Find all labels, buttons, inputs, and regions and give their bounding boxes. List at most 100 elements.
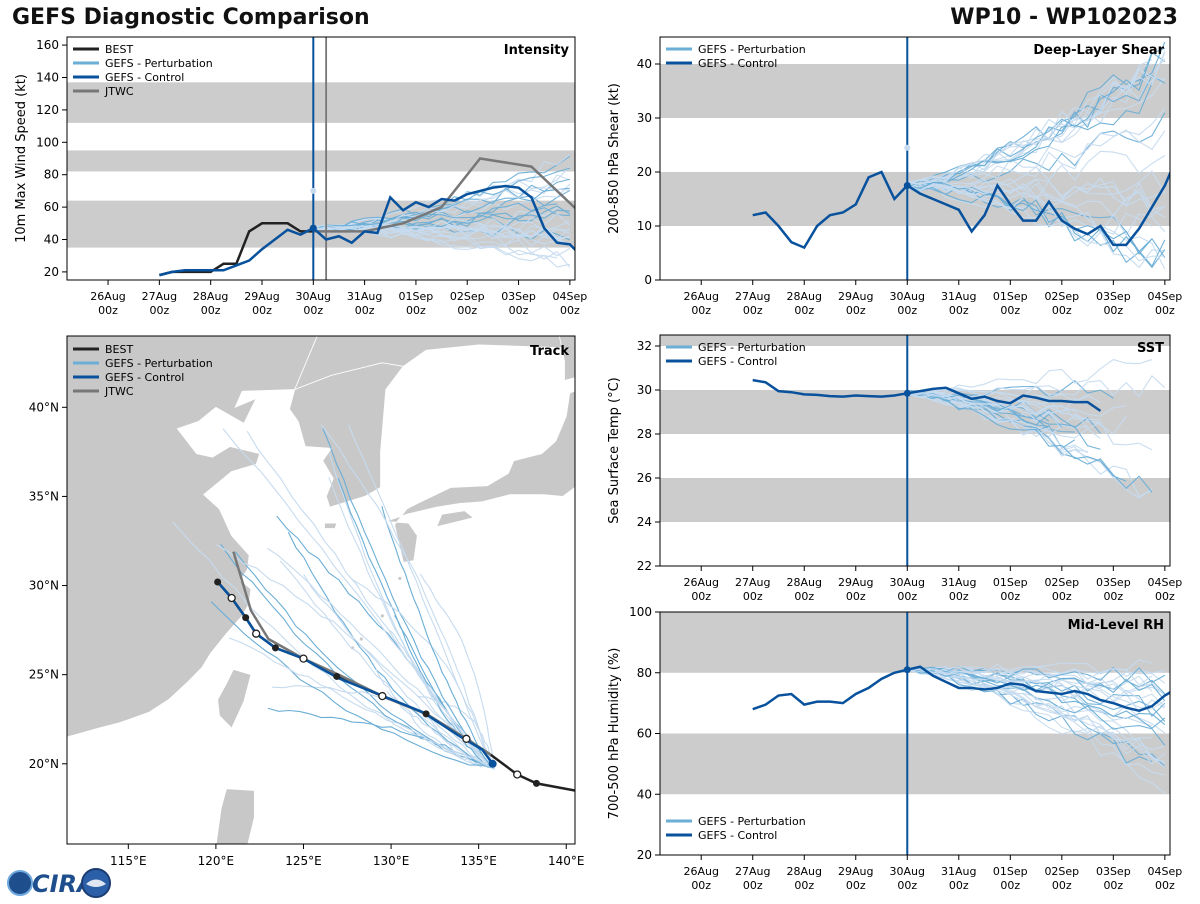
rh-xtick-label-date: 30Aug [890, 865, 925, 878]
track-lat-label: 35°N [29, 489, 59, 503]
rh-title: Mid-Level RH [1068, 618, 1164, 633]
shear-control-line [752, 170, 1170, 250]
rh-xtick-label-date: 02Sep [1044, 865, 1079, 878]
sst-band-2 [660, 335, 1170, 346]
logo-globe-icon [7, 870, 33, 896]
shear-xtick-label-date: 01Sep [993, 290, 1028, 303]
track-best-marker-open [462, 734, 471, 743]
sst-xtick-label-hour: 00z [897, 590, 917, 603]
intensity-perturbation-line [313, 227, 558, 262]
russia-land [293, 336, 575, 391]
intensity-xtick-label-hour: 00z [457, 304, 477, 317]
shear-band-1 [660, 64, 1170, 118]
sst-xtick-label-date: 27Aug [735, 576, 770, 589]
cira-logo: CIRA [6, 866, 116, 904]
sst-ylabel: Sea Surface Temp (°C) [607, 377, 622, 524]
intensity-band-0 [67, 200, 575, 248]
intensity-legend-label: BEST [105, 43, 133, 56]
sst-ytick-label: 26 [637, 471, 652, 485]
track-legend-label: GEFS - Perturbation [105, 357, 213, 370]
sst-xtick-label-hour: 00z [949, 590, 969, 603]
track-lat-label: 30°N [29, 579, 59, 593]
sst-ytick-label: 32 [637, 339, 652, 353]
sst-xtick-label-date: 02Sep [1044, 576, 1079, 589]
track-legend-label: JTWC [104, 385, 134, 398]
rh-panel: 2040608010026Aug00z27Aug00z28Aug00z29Aug… [607, 605, 1182, 892]
sst-xtick-label-hour: 00z [846, 590, 866, 603]
rh-ytick-label: 20 [637, 848, 652, 862]
rh-legend-label: GEFS - Control [698, 829, 777, 842]
track-perturbation-line [216, 544, 495, 767]
storm-id: WP10 - WP102023 [950, 5, 1178, 30]
sst-xtick-label-date: 31Aug [941, 576, 976, 589]
intensity-panel: 2040608010012014016026Aug00z27Aug00z28Au… [14, 36, 587, 317]
rh-xtick-label-hour: 00z [794, 879, 814, 892]
shear-ytick-label: 20 [637, 165, 652, 179]
sst-ytick-label: 24 [637, 515, 652, 529]
rh-xtick-label-date: 29Aug [838, 865, 873, 878]
sst-panel: 22242628303226Aug00z27Aug00z28Aug00z29Au… [607, 334, 1182, 603]
sst-perturbation-line [907, 391, 1063, 430]
rh-xtick-label-date: 27Aug [735, 865, 770, 878]
track-perturbation-line [419, 573, 495, 769]
intensity-ytick-label: 100 [36, 135, 59, 149]
sst-perturbation-line [907, 385, 1063, 398]
shear-xtick-label-date: 04Sep [1147, 290, 1182, 303]
intensity-band-1 [67, 150, 575, 172]
intensity-control-line [159, 184, 575, 277]
intensity-init-perturbation-marker [310, 187, 317, 194]
rh-perturbation-line [907, 666, 1153, 686]
sst-xtick-label-date: 28Aug [787, 576, 822, 589]
shear-frame [659, 36, 1171, 281]
track-lat-label: 40°N [29, 400, 59, 414]
intensity-ytick-label: 60 [44, 200, 59, 214]
shear-ytick-label: 40 [637, 57, 652, 71]
track-lon-label: 130°E [373, 854, 410, 868]
track-perturbation-line [276, 515, 495, 770]
shear-perturbation-line [907, 50, 1166, 187]
sst-plot-area [660, 335, 1170, 566]
shear-perturbation-line [907, 181, 1153, 235]
intensity-xtick-label-hour: 00z [98, 304, 118, 317]
shear-xtick-label-hour: 00z [949, 304, 969, 317]
rh-xtick-label-date: 01Sep [993, 865, 1028, 878]
sst-xtick-label-date: 29Aug [838, 576, 873, 589]
track-legend-label: BEST [105, 343, 133, 356]
track-lon-label: 115°E [110, 854, 147, 868]
shear-xtick-label-hour: 00z [1155, 304, 1175, 317]
shear-perturbation-line [907, 180, 1166, 218]
shear-legend-label: GEFS - Control [698, 57, 777, 70]
shear-perturbation-line [907, 181, 1166, 269]
sst-title: SST [1137, 341, 1164, 356]
intensity-ytick-label: 40 [44, 233, 59, 247]
rh-xtick-label-hour: 00z [1052, 879, 1072, 892]
intensity-perturbation-line [313, 225, 571, 247]
shear-xtick-label-hour: 00z [743, 304, 763, 317]
track-best-marker-open [513, 770, 522, 779]
intensity-xtick-label-hour: 00z [406, 304, 426, 317]
shear-xtick-label-date: 31Aug [941, 290, 976, 303]
track-lat-label: 25°N [29, 668, 59, 682]
intensity-band-2 [67, 82, 575, 123]
sst-band-0 [660, 478, 1170, 522]
shear-xtick-label-date: 30Aug [890, 290, 925, 303]
track-perturbation-line [228, 637, 495, 770]
intensity-xtick-label-date: 02Sep [450, 290, 485, 303]
track-best-marker-filled [214, 578, 222, 586]
intensity-xtick-label-hour: 00z [355, 304, 375, 317]
sst-ytick-label: 22 [637, 559, 652, 573]
shear-perturbation-line [907, 83, 1153, 189]
track-perturbation-line [303, 574, 495, 767]
rh-xtick-label-hour: 00z [1000, 879, 1020, 892]
intensity-xtick-label-date: 26Aug [90, 290, 125, 303]
intensity-ytick-label: 80 [44, 168, 59, 182]
intensity-ytick-label: 20 [44, 265, 59, 279]
track-frame [66, 335, 576, 845]
rh-perturbation-line [907, 665, 1166, 684]
rh-perturbation-line [907, 667, 1166, 764]
sst-xtick-label-date: 03Sep [1096, 576, 1131, 589]
track-perturbation-line [375, 669, 495, 770]
rh-control-line [752, 665, 1170, 713]
shear-ytick-label: 10 [637, 219, 652, 233]
